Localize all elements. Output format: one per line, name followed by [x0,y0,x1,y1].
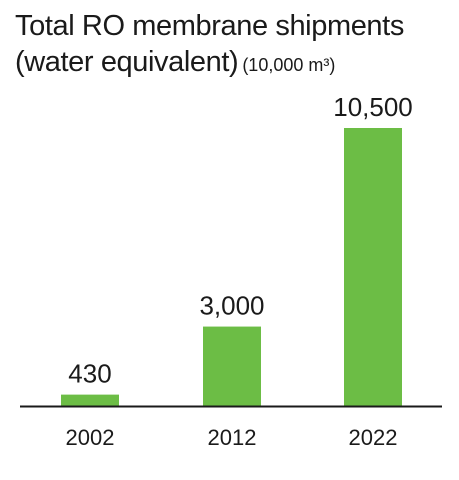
chart-title-line-1: Total RO membrane shipments [15,10,404,42]
bar-2012 [203,326,261,406]
chart-title-line-2: (water equivalent) (10,000 m³) [15,44,455,80]
x-tick-label-2012: 2012 [208,425,257,450]
x-tick-label-2022: 2022 [349,425,398,450]
x-tick-label-2002: 2002 [66,425,115,450]
data-label-2012: 3,000 [199,291,264,321]
chart-title: Total RO membrane shipments (water equiv… [15,8,455,81]
bar-2002 [61,394,119,406]
chart-unit-label: (10,000 m³) [242,55,336,76]
data-label-2022: 10,500 [333,92,413,122]
chart-title-line-2-text: (water equivalent) [15,46,239,79]
data-label-2002: 430 [68,359,111,389]
bar-2022 [344,128,402,406]
